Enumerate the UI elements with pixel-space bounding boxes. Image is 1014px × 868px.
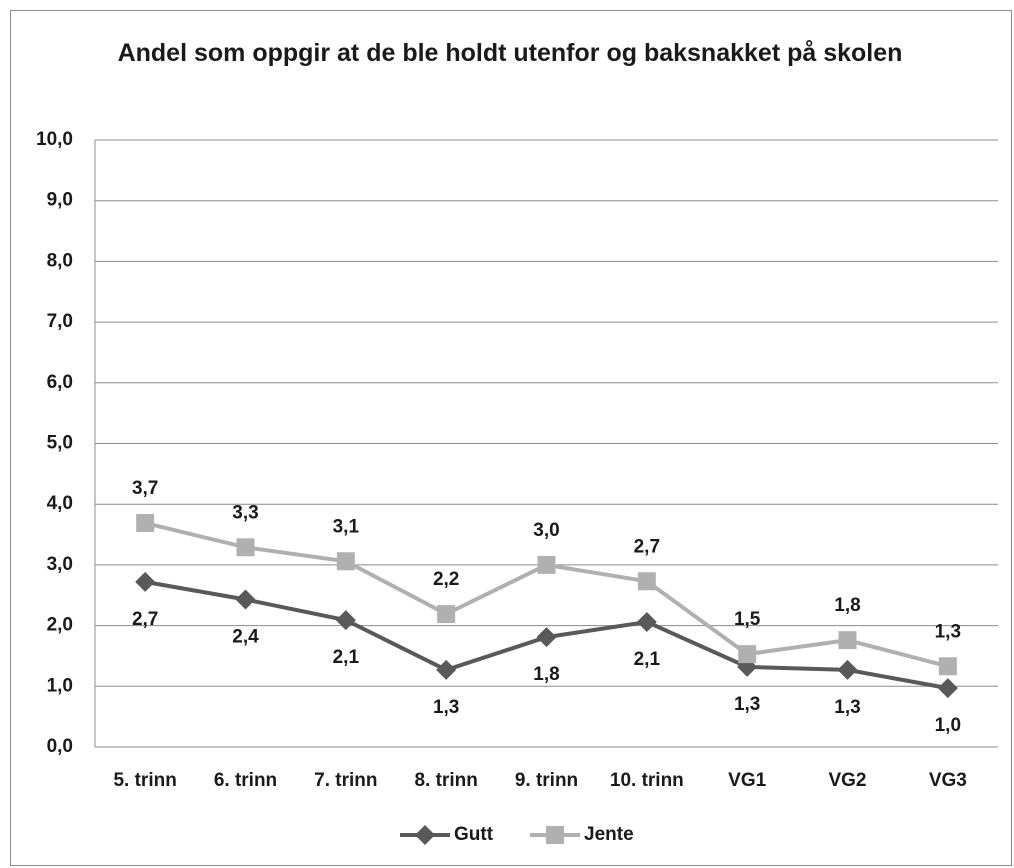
- y-tick-label: 10,0: [36, 129, 73, 150]
- chart-frame: [10, 10, 1012, 866]
- legend-label: Gutt: [454, 824, 494, 845]
- y-tick-label: 2,0: [47, 615, 73, 636]
- legend-marker: [415, 825, 435, 845]
- data-label: 1,3: [734, 694, 760, 715]
- y-tick-label: 5,0: [47, 433, 73, 454]
- y-tick-label: 1,0: [47, 675, 73, 696]
- data-point: [536, 627, 557, 648]
- data-point: [335, 610, 356, 631]
- x-tick-label: 8. trinn: [414, 770, 477, 791]
- x-tick-label: 6. trinn: [214, 770, 277, 791]
- data-label: 1,5: [734, 609, 761, 630]
- y-tick-label: 3,0: [47, 554, 73, 575]
- data-point: [135, 571, 156, 592]
- data-point: [235, 589, 256, 610]
- data-label: 2,4: [232, 627, 259, 648]
- data-point: [938, 657, 957, 676]
- data-label: 1,3: [834, 697, 860, 718]
- data-label: 3,3: [232, 502, 258, 523]
- data-point: [136, 514, 155, 533]
- data-label: 1,8: [533, 664, 559, 685]
- data-point: [738, 645, 757, 664]
- data-label: 3,1: [333, 516, 360, 537]
- x-tick-label: 5. trinn: [113, 770, 176, 791]
- data-point: [937, 678, 958, 699]
- data-label: 2,1: [634, 649, 661, 670]
- data-point: [236, 538, 255, 557]
- chart-title: Andel som oppgir at de ble holdt utenfor…: [117, 39, 903, 67]
- data-label: 1,3: [433, 697, 459, 718]
- y-tick-label: 4,0: [47, 493, 73, 514]
- x-tick-label: 9. trinn: [515, 770, 578, 791]
- y-tick-label: 7,0: [47, 311, 73, 332]
- data-point: [537, 555, 556, 574]
- data-point: [436, 659, 457, 680]
- data-label: 1,8: [834, 595, 860, 616]
- x-tick-label: VG1: [728, 770, 766, 791]
- legend-label: Jente: [584, 824, 634, 845]
- data-point: [636, 611, 657, 632]
- x-tick-label: 7. trinn: [314, 770, 377, 791]
- y-tick-label: 0,0: [47, 736, 73, 757]
- y-tick-label: 8,0: [47, 250, 73, 271]
- x-tick-label: VG2: [828, 770, 866, 791]
- y-tick-label: 9,0: [47, 190, 73, 211]
- data-point: [437, 605, 456, 624]
- data-point: [336, 552, 355, 571]
- data-point: [637, 572, 656, 591]
- x-tick-label: 10. trinn: [610, 770, 684, 791]
- y-tick-label: 6,0: [47, 372, 73, 393]
- x-tick-label: VG3: [929, 770, 967, 791]
- data-label: 1,3: [935, 621, 961, 642]
- data-label: 1,0: [935, 715, 961, 736]
- data-point: [838, 631, 857, 650]
- data-label: 3,0: [533, 520, 559, 541]
- legend-marker: [546, 826, 564, 844]
- data-label: 2,2: [433, 569, 459, 590]
- data-label: 3,7: [132, 478, 158, 499]
- data-label: 2,1: [333, 647, 360, 668]
- data-point: [837, 659, 858, 680]
- data-label: 2,7: [634, 536, 660, 557]
- data-label: 2,7: [132, 609, 158, 630]
